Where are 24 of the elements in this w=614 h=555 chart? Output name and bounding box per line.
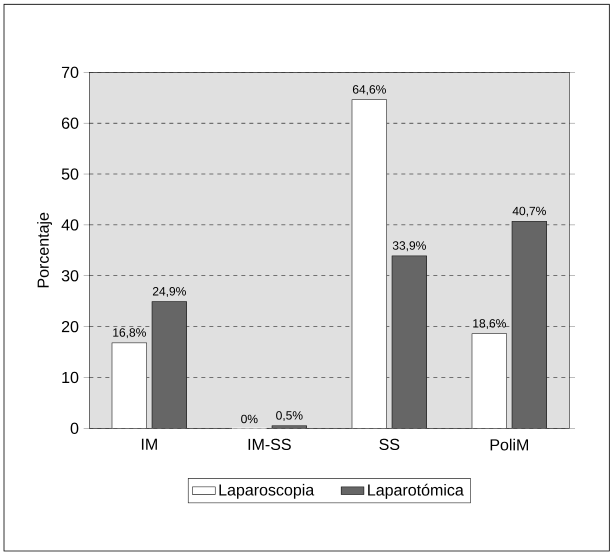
legend-label: Laparotómica (368, 484, 464, 499)
x-tick-label: SS (379, 438, 400, 450)
x-tick-label: IM (142, 438, 157, 450)
legend-label: Laparoscopia (219, 484, 314, 499)
y-axis-title: Porcentaje (37, 212, 52, 288)
data-label: 18,6% (473, 319, 506, 330)
data-label: 24,9% (152, 287, 186, 297)
data-label: 64,6% (352, 85, 386, 96)
data-label: 0% (241, 414, 258, 424)
x-tick-label: IM-SS (248, 438, 291, 450)
data-label: 16,8% (113, 328, 146, 338)
y-tick-label: 30 (62, 270, 78, 282)
y-tick-label: 50 (62, 168, 78, 180)
y-tick-label: 0 (70, 422, 78, 434)
y-tick-label: 10 (62, 372, 78, 384)
data-label: 33,9% (392, 241, 426, 252)
bar (272, 426, 307, 428)
data-label: 0,5% (276, 411, 303, 422)
y-tick-label: 40 (62, 219, 78, 231)
x-tick-label: PoliM (490, 438, 528, 450)
y-tick-label: 70 (62, 66, 78, 78)
y-tick-label: 20 (62, 320, 78, 332)
y-tick-label: 60 (62, 118, 78, 129)
data-label: 40,7% (512, 206, 546, 217)
